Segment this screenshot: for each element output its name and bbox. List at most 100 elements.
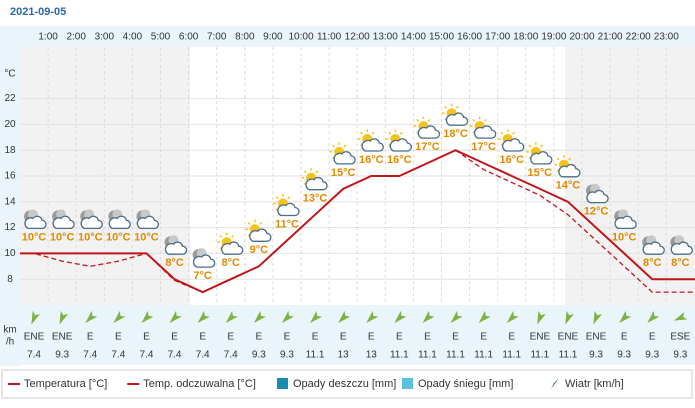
- weather-icon: [670, 235, 693, 255]
- temp-label: 8°C: [671, 257, 690, 269]
- wind-arrow: [394, 310, 407, 323]
- wind-direction: E: [452, 332, 459, 343]
- temp-label: 13°C: [303, 193, 328, 205]
- wind-direction: E: [227, 332, 234, 343]
- sun-ray: [231, 234, 234, 238]
- weather-icon: [554, 155, 581, 178]
- x-tick-label: 6:00: [179, 32, 199, 43]
- sun-ray: [512, 131, 515, 135]
- wind-speed: 9.3: [280, 350, 294, 361]
- wind-arrow-shape: [113, 310, 126, 323]
- x-tick-label: 17:00: [485, 32, 510, 43]
- wind-arrow: [506, 310, 519, 323]
- x-tick-label: 8:00: [235, 32, 255, 43]
- sun-ray: [388, 131, 391, 135]
- wind-arrow-shape: [59, 310, 69, 325]
- wind-speed: 11.1: [559, 350, 578, 361]
- sun-ray: [360, 131, 363, 135]
- wind-speed: 11.1: [530, 350, 549, 361]
- cloud: [361, 138, 384, 152]
- sun-ray: [416, 118, 420, 122]
- temp-label: 10°C: [612, 231, 637, 243]
- wind-speed: 11.1: [474, 350, 493, 361]
- wind-arrow-shape: [619, 310, 632, 323]
- cloud: [333, 151, 356, 165]
- wind-arrow-shape: [366, 310, 379, 323]
- wind-arrow-shape: [394, 310, 407, 323]
- wind-speed: 11.1: [418, 350, 437, 361]
- wind-direction: E: [115, 332, 122, 343]
- wind-speed: 9.3: [55, 350, 69, 361]
- legend-label: Wiatr [km/h]: [565, 378, 624, 390]
- cloud: [277, 202, 300, 217]
- wind-speed: 11.1: [306, 350, 325, 361]
- x-tick-label: 23:00: [654, 32, 679, 43]
- weather-icon: [164, 235, 188, 255]
- x-tick-label: 3:00: [95, 32, 115, 43]
- cloud: [417, 125, 441, 139]
- wind-arrow-shape: [85, 310, 98, 323]
- wind-arrow-shape: [338, 310, 351, 323]
- wind-arrow-shape: [197, 310, 210, 323]
- sun-ray: [556, 157, 560, 161]
- wind-direction: ENE: [52, 332, 73, 343]
- temp-label: 11°C: [275, 218, 299, 230]
- weather-icon: [136, 209, 160, 230]
- x-tick-label: 22:00: [626, 32, 651, 43]
- wind-speed: 9.3: [645, 350, 659, 361]
- hour-band: [0, 26, 695, 47]
- cloud: [80, 215, 103, 230]
- weather-icon: [329, 142, 356, 165]
- cloud: [586, 189, 609, 204]
- wind-direction: E: [171, 332, 178, 343]
- wind-arrow: [225, 310, 238, 323]
- wind-band: [20, 305, 695, 365]
- y-tick-label: 10: [4, 248, 16, 259]
- wind-direction: ESE: [670, 332, 690, 343]
- wind-arrow-shape: [422, 310, 435, 323]
- sun-ray: [247, 222, 251, 225]
- sun-ray: [303, 170, 307, 174]
- temp-label: 7°C: [193, 270, 212, 282]
- wind-arrow: [31, 310, 41, 325]
- sun-ray: [500, 131, 504, 135]
- wind-direction: E: [340, 332, 347, 343]
- wind-speed: 7.4: [139, 350, 153, 361]
- wind-arrow: [253, 310, 266, 323]
- cloud: [221, 241, 244, 255]
- wind-direction: E: [312, 332, 319, 343]
- y-tick-label: 14: [4, 196, 16, 207]
- wind-arrow-shape: [253, 310, 266, 323]
- wind-direction: E: [424, 332, 431, 343]
- temp-label: 10°C: [134, 231, 159, 243]
- legend-swatch: [551, 378, 559, 389]
- wind-direction: E: [396, 332, 403, 343]
- sun-ray: [455, 105, 459, 109]
- temp-label: 15°C: [331, 167, 356, 179]
- wind-arrow-shape: [647, 310, 660, 323]
- x-tick-label: 20:00: [569, 32, 594, 43]
- wind-arrow: [169, 310, 182, 323]
- y-tick-label: 16: [4, 171, 16, 182]
- temp-label: 8°C: [222, 257, 241, 269]
- cloud: [473, 125, 497, 139]
- sun-ray: [444, 105, 448, 109]
- left-band: [0, 26, 20, 366]
- sun-ray: [528, 144, 532, 148]
- weather-icon: [614, 209, 637, 230]
- x-tick-label: 7:00: [207, 32, 227, 43]
- sun-ray: [275, 196, 279, 200]
- temp-label: 16°C: [387, 154, 412, 166]
- x-tick-label: 21:00: [598, 32, 623, 43]
- wind-arrow: [282, 310, 295, 323]
- wind-direction: ENE: [586, 332, 607, 343]
- wind-speed: 9.3: [617, 350, 631, 361]
- wind-arrow: [113, 310, 126, 323]
- wind-direction: E: [480, 332, 487, 343]
- sun-ray: [287, 196, 291, 200]
- weather-icon: [245, 219, 272, 242]
- temp-label: 16°C: [499, 154, 524, 166]
- wind-direction: E: [368, 332, 375, 343]
- x-tick-label: 10:00: [288, 32, 313, 43]
